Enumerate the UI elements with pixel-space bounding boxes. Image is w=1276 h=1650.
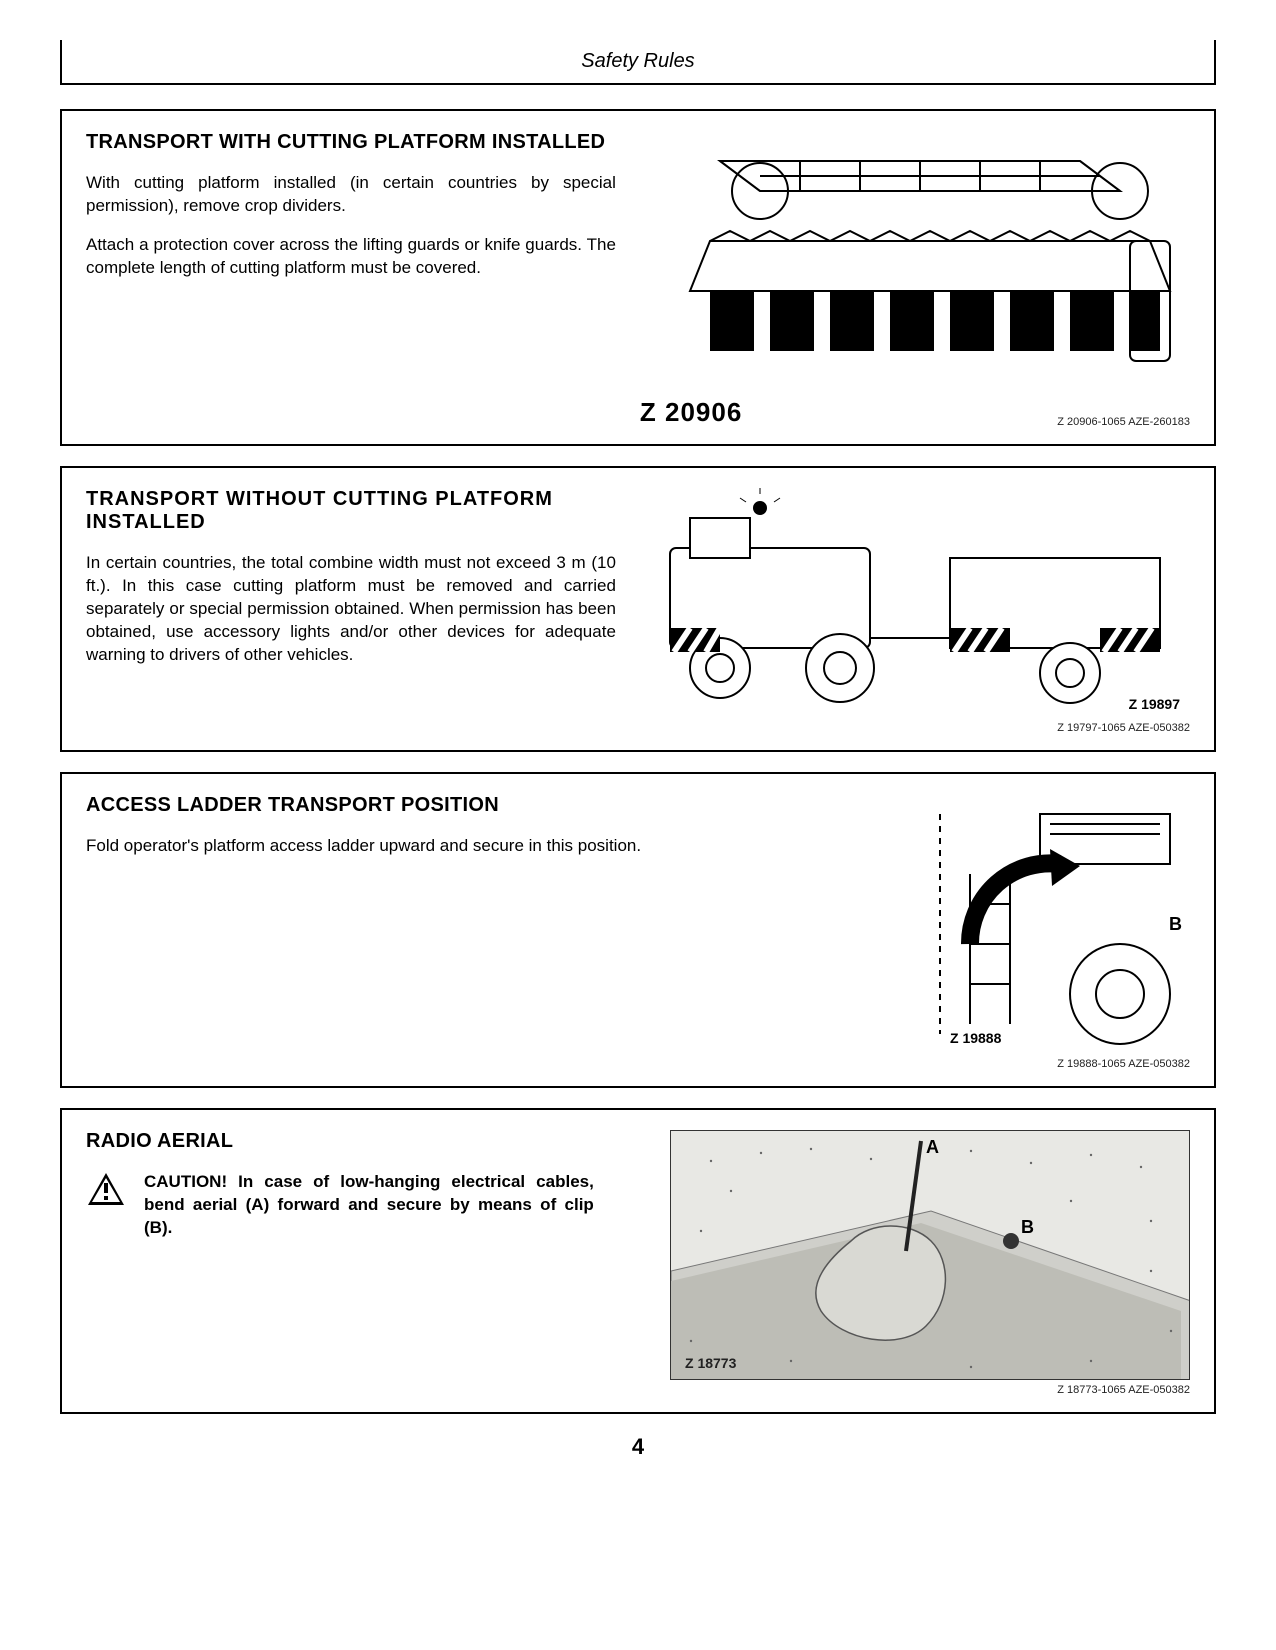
page-header: Safety Rules xyxy=(60,40,1216,85)
section-transport-without-platform: TRANSPORT WITHOUT CUTTING PLATFORM INSTA… xyxy=(60,466,1216,752)
section-access-ladder: ACCESS LADDER TRANSPORT POSITION Fold op… xyxy=(60,772,1216,1088)
section-radio-aerial: RADIO AERIAL CAUTION! In case of low-han… xyxy=(60,1108,1216,1414)
section-transport-with-platform: TRANSPORT WITH CUTTING PLATFORM INSTALLE… xyxy=(60,109,1216,446)
section-para: Fold operator's platform access ladder u… xyxy=(86,835,748,858)
figure-caption: Z 18773-1065 AZE-050382 xyxy=(618,1384,1190,1396)
combine-trailer-illustration: Z 19897 xyxy=(650,488,1190,718)
ladder-illustration: B Z 19888 xyxy=(900,794,1190,1054)
figure-label: Z 20906 xyxy=(640,397,742,428)
figure-caption: Z 19888-1065 AZE-050382 xyxy=(772,1058,1190,1070)
figure-label-inline: Z 19888 xyxy=(950,1030,1001,1046)
section-para: In certain countries, the total combine … xyxy=(86,552,616,667)
label-b: B xyxy=(1021,1217,1034,1238)
aerial-illustration: A B Z 18773 xyxy=(670,1130,1190,1380)
figure-caption: Z 19797-1065 AZE-050382 xyxy=(640,722,1190,734)
cutting-platform-illustration xyxy=(650,131,1190,391)
section-heading: RADIO AERIAL xyxy=(86,1130,594,1153)
section-para: Attach a protection cover across the lif… xyxy=(86,234,616,280)
label-b: B xyxy=(1169,914,1182,935)
label-a: A xyxy=(926,1137,939,1158)
section-heading: TRANSPORT WITH CUTTING PLATFORM INSTALLE… xyxy=(86,131,616,154)
caution-text: CAUTION! In case of low-hanging electric… xyxy=(144,1171,594,1240)
page-number: 4 xyxy=(60,1434,1216,1460)
section-para: With cutting platform installed (in cert… xyxy=(86,172,616,218)
figure-label-inline: Z 19897 xyxy=(1129,696,1180,712)
section-heading: ACCESS LADDER TRANSPORT POSITION xyxy=(86,794,748,817)
page-header-title: Safety Rules xyxy=(72,50,1204,73)
caution-icon xyxy=(86,1171,126,1212)
section-heading: TRANSPORT WITHOUT CUTTING PLATFORM INSTA… xyxy=(86,488,616,534)
figure-caption: Z 20906-1065 AZE-260183 xyxy=(1057,416,1190,428)
figure-label-inline: Z 18773 xyxy=(685,1355,736,1371)
